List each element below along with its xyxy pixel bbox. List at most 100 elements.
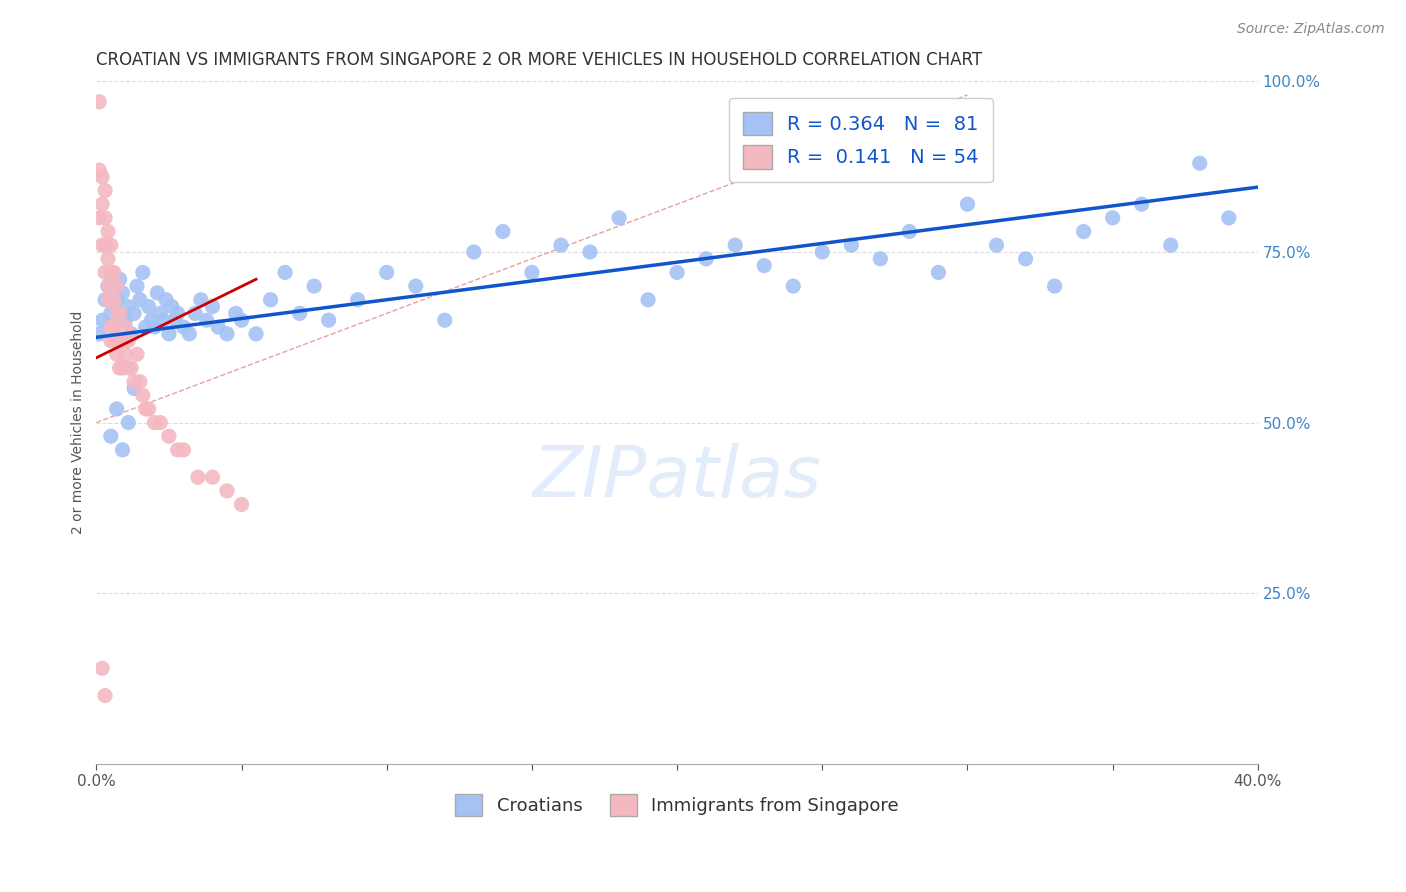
Point [225, 306, 247, 320]
Point [135, 320, 157, 334]
Point [129, 293, 152, 307]
Point [927, 265, 949, 279]
Point [231, 313, 253, 327]
Point [215, 483, 238, 498]
Point [105, 293, 128, 307]
Point [108, 361, 131, 376]
Point [97, 279, 120, 293]
Point [91, 238, 114, 252]
Point [179, 326, 201, 341]
Point [91, 313, 114, 327]
Text: ZIPatlas: ZIPatlas [533, 442, 821, 512]
Point [754, 259, 776, 273]
Point [111, 442, 134, 457]
Point [1218, 211, 1240, 225]
Point [152, 313, 174, 327]
Point [108, 306, 131, 320]
Point [117, 300, 139, 314]
Point [166, 442, 188, 457]
Point [89, 211, 111, 225]
Point [190, 293, 212, 307]
Point [91, 197, 114, 211]
Point [259, 293, 281, 307]
Point [97, 293, 120, 307]
Point [108, 334, 131, 348]
Point [1160, 238, 1182, 252]
Point [172, 442, 194, 457]
Point [94, 184, 117, 198]
Point [433, 313, 456, 327]
Point [579, 244, 602, 259]
Point [149, 416, 172, 430]
Point [94, 293, 117, 307]
Point [125, 279, 148, 293]
Point [91, 169, 114, 184]
Point [94, 689, 117, 703]
Point [302, 279, 325, 293]
Point [100, 320, 122, 334]
Point [207, 320, 229, 334]
Point [898, 225, 921, 239]
Point [138, 300, 160, 314]
Point [114, 320, 136, 334]
Legend: Croatians, Immigrants from Singapore: Croatians, Immigrants from Singapore [449, 787, 905, 823]
Point [105, 306, 128, 320]
Point [146, 285, 169, 300]
Point [100, 238, 122, 252]
Point [163, 313, 186, 327]
Point [125, 347, 148, 361]
Point [117, 416, 139, 430]
Point [607, 211, 630, 225]
Point [111, 334, 134, 348]
Point [100, 265, 122, 279]
Point [405, 279, 427, 293]
Point [100, 306, 122, 320]
Point [89, 326, 111, 341]
Point [89, 163, 111, 178]
Point [103, 320, 125, 334]
Point [1043, 279, 1066, 293]
Point [132, 388, 155, 402]
Point [492, 225, 515, 239]
Point [94, 238, 117, 252]
Point [122, 381, 145, 395]
Point [89, 95, 111, 109]
Point [157, 429, 180, 443]
Point [187, 470, 209, 484]
Point [215, 326, 238, 341]
Point [138, 401, 160, 416]
Point [1188, 156, 1211, 170]
Point [97, 252, 120, 266]
Point [869, 252, 891, 266]
Point [117, 334, 139, 348]
Point [231, 498, 253, 512]
Point [103, 320, 125, 334]
Point [1073, 225, 1095, 239]
Point [111, 361, 134, 376]
Point [100, 293, 122, 307]
Point [105, 334, 128, 348]
Point [143, 320, 166, 334]
Point [155, 293, 177, 307]
Point [149, 306, 172, 320]
Point [94, 265, 117, 279]
Point [120, 361, 142, 376]
Point [288, 306, 311, 320]
Point [111, 285, 134, 300]
Point [318, 313, 340, 327]
Point [166, 306, 188, 320]
Point [97, 225, 120, 239]
Point [135, 401, 157, 416]
Point [122, 375, 145, 389]
Point [103, 293, 125, 307]
Point [724, 238, 747, 252]
Point [195, 313, 218, 327]
Point [201, 470, 224, 484]
Point [1014, 252, 1036, 266]
Point [184, 306, 207, 320]
Point [520, 265, 543, 279]
Point [100, 429, 122, 443]
Point [94, 211, 117, 225]
Point [201, 300, 224, 314]
Point [114, 313, 136, 327]
